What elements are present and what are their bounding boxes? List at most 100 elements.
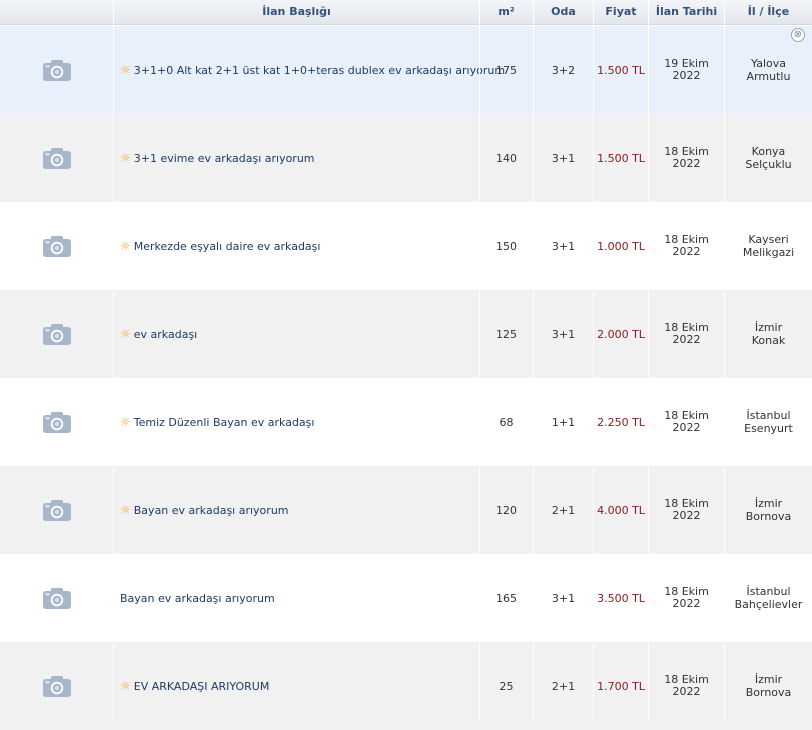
listing-city: İzmir (754, 321, 783, 334)
listing-title-link[interactable]: 3+1 evime ev arkadaşı arıyorum (133, 151, 315, 165)
listing-district: Esenyurt (744, 422, 793, 435)
listing-district: Selçuklu (745, 158, 792, 171)
sun-icon: ☼ (120, 415, 131, 429)
listing-title-link[interactable]: ev arkadaşı (133, 327, 198, 341)
close-icon[interactable]: ⊗ (791, 28, 805, 42)
listing-title-cell[interactable]: ☼ 3+1 evime ev arkadaşı arıyorum (114, 114, 479, 202)
column-header-m2[interactable]: m² (Brüt) (488, 5, 525, 42)
table-row[interactable]: ☼ ev arkadaşı 125 3+1 2.000 TL 18 Ekim 2022 İzm… (0, 290, 812, 378)
sun-icon: ☼ (120, 327, 131, 341)
listing-area: 140 (496, 151, 517, 165)
listing-price: 3.500 TL (597, 591, 645, 605)
listing-city: Konya (751, 145, 786, 158)
listing-title-cell[interactable]: ☼ 3+1+0 Alt kat 2+1 üst kat 1+0+teras dub… (114, 26, 505, 114)
listing-price: 1.500 TL (597, 151, 645, 165)
listing-area: 175 (496, 63, 517, 77)
listing-title-cell[interactable]: Bayan ev arkadaşı arıyorum (114, 554, 479, 642)
camera-icon (42, 412, 71, 433)
listing-thumbnail[interactable] (0, 114, 113, 202)
listing-thumbnail[interactable] (0, 642, 113, 730)
column-header-title[interactable]: İlan Başlığı (262, 5, 331, 18)
listing-price: 2.250 TL (597, 415, 645, 429)
table-row[interactable]: Bayan ev arkadaşı arıyorum 165 3+1 3.500 TL… (0, 554, 812, 642)
listing-title-link[interactable]: Merkezde eşyalı daire ev arkadaşı (133, 239, 321, 253)
listing-date-year: 2022 (672, 685, 701, 698)
listing-date-day: 18 Ekim (664, 321, 709, 334)
listing-title-link[interactable]: 3+1+0 Alt kat 2+1 üst kat 1+0+teras dubl… (133, 63, 506, 77)
camera-icon (42, 236, 71, 257)
listing-date-year: 2022 (672, 333, 701, 346)
listing-location: İzmir Konak (725, 290, 812, 378)
listing-city: İstanbul (746, 585, 791, 598)
listing-price: 1.700 TL (597, 679, 645, 693)
listing-city: Kayseri (748, 233, 789, 246)
table-row[interactable]: ☼ Bayan ev arkadaşı arıyorum 120 2+1 4.000 T… (0, 466, 812, 554)
listing-thumbnail[interactable] (0, 26, 113, 114)
listing-title-cell[interactable]: ☼ Merkezde eşyalı daire ev arkadaşı (114, 202, 479, 290)
listing-date-year: 2022 (672, 245, 701, 258)
listing-rooms: 1+1 (551, 415, 576, 429)
column-header-date[interactable]: İlan Tarihi (655, 5, 718, 18)
listing-title-cell[interactable]: ☼ ev arkadaşı (114, 290, 479, 378)
listing-thumbnail[interactable] (0, 466, 113, 554)
listing-city: Yalova (751, 57, 786, 70)
listing-thumbnail[interactable] (0, 378, 113, 466)
listing-district: Melikgazi (742, 246, 795, 259)
listing-title-cell[interactable]: ☼ Temiz Düzenli Bayan ev arkadaşı (114, 378, 479, 466)
listing-date: 18 Ekim 2022 (649, 290, 724, 378)
column-header-price[interactable]: Fiyat (605, 5, 637, 18)
listing-title-cell[interactable]: ☼ Bayan ev arkadaşı arıyorum (114, 466, 479, 554)
column-header-location[interactable]: İl / İlçe (747, 5, 790, 18)
listing-date-year: 2022 (672, 509, 701, 522)
table-row[interactable]: ☼ Merkezde eşyalı daire ev arkadaşı 150 3+1… (0, 202, 812, 290)
table-row[interactable]: ☼ 3+1+0 Alt kat 2+1 üst kat 1+0+teras dub… (0, 26, 812, 114)
sun-icon: ☼ (120, 503, 131, 517)
listing-date-day: 18 Ekim (664, 409, 709, 422)
listing-date-year: 2022 (672, 421, 701, 434)
listing-title-link[interactable]: Bayan ev arkadaşı arıyorum (120, 591, 275, 605)
listing-location: Kayseri Melikgazi (725, 202, 812, 290)
listing-city: İstanbul (746, 409, 791, 422)
listing-area: 120 (496, 503, 517, 517)
listing-thumbnail[interactable] (0, 290, 113, 378)
table-header: İlan Başlığı m² (Brüt) Oda Sayısı Fiyat … (0, 0, 812, 42)
listing-date-year: 2022 (672, 157, 701, 170)
sun-icon: ☼ (120, 151, 131, 165)
table-row[interactable]: ☼ EV ARKADAŞI ARIYORUM 25 2+1 1.700 TL 18 Eki… (0, 642, 812, 730)
listing-date-day: 18 Ekim (664, 497, 709, 510)
listing-date: 18 Ekim 2022 (649, 554, 724, 642)
listing-location: Yalova Armutlu (725, 26, 812, 114)
column-header-rooms[interactable]: Oda Sayısı (545, 5, 581, 42)
listing-area: 125 (496, 327, 517, 341)
camera-icon (42, 676, 71, 697)
listing-title-link[interactable]: Bayan ev arkadaşı arıyorum (133, 503, 289, 517)
camera-icon (42, 60, 71, 81)
listing-date-day: 18 Ekim (664, 233, 709, 246)
listing-district: Bornova (745, 510, 792, 523)
listing-location: İstanbul Bahçelievler (725, 554, 812, 642)
listing-location: Konya Selçuklu (725, 114, 812, 202)
listing-price: 4.000 TL (597, 503, 645, 517)
listing-thumbnail[interactable] (0, 202, 113, 290)
listing-date-year: 2022 (672, 597, 701, 610)
listing-title-cell[interactable]: ☼ EV ARKADAŞI ARIYORUM (114, 642, 479, 730)
listing-thumbnail[interactable] (0, 554, 113, 642)
listing-price: 2.000 TL (597, 327, 645, 341)
listing-area: 68 (499, 415, 514, 429)
listing-rooms: 3+1 (551, 151, 576, 165)
listing-location: İstanbul Esenyurt (725, 378, 812, 466)
camera-icon (42, 588, 71, 609)
listing-date-day: 18 Ekim (664, 673, 709, 686)
table-row[interactable]: ☼ 3+1 evime ev arkadaşı arıyorum 140 3+1 1.5… (0, 114, 812, 202)
listing-area: 25 (499, 679, 514, 693)
listing-rooms: 3+2 (551, 63, 576, 77)
listing-date-day: 19 Ekim (664, 57, 709, 70)
listing-date: 18 Ekim 2022 (649, 642, 724, 730)
listing-date-year: 2022 (672, 69, 701, 82)
table-row[interactable]: ☼ Temiz Düzenli Bayan ev arkadaşı 68 1+1 2.2… (0, 378, 812, 466)
listing-date: 18 Ekim 2022 (649, 378, 724, 466)
listing-district: Bornova (745, 686, 792, 699)
listing-title-link[interactable]: EV ARKADAŞI ARIYORUM (133, 679, 270, 693)
listing-title-link[interactable]: Temiz Düzenli Bayan ev arkadaşı (133, 415, 315, 429)
listing-date: 19 Ekim 2022 (649, 26, 724, 114)
